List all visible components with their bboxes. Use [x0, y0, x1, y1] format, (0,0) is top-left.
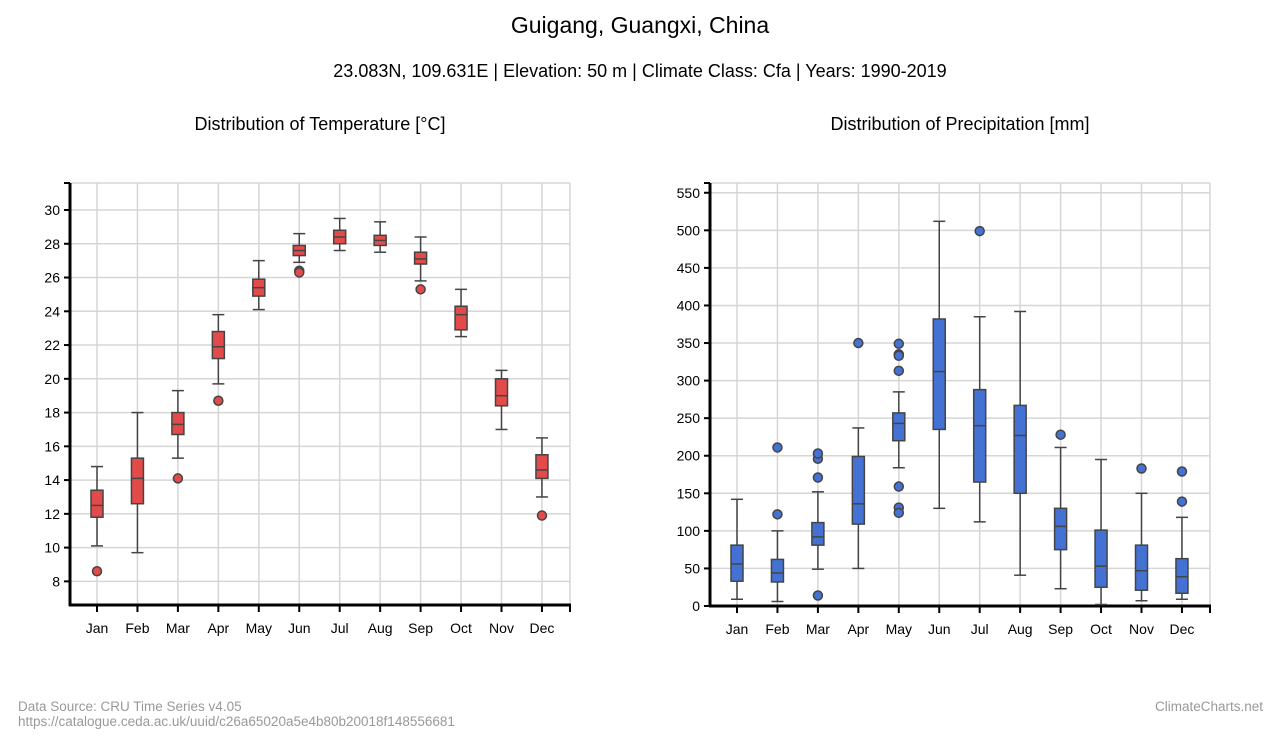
box-jun — [932, 318, 946, 431]
x-tick-label: Jul — [971, 621, 989, 637]
x-tick-label: Jan — [86, 620, 109, 636]
chart-subtitle: 23.083N, 109.631E | Elevation: 50 m | Cl… — [333, 61, 947, 81]
y-tick-label: 14 — [44, 472, 60, 488]
outlier-point — [415, 284, 426, 295]
box-dec — [535, 454, 549, 480]
data-source-url[interactable]: https://catalogue.ceda.ac.uk/uuid/c26a65… — [18, 714, 455, 729]
y-tick-label: 200 — [677, 448, 701, 464]
y-tick-label: 28 — [44, 236, 60, 252]
y-tick-label: 400 — [677, 297, 701, 313]
x-tick-label: Mar — [166, 620, 190, 636]
outlier-point — [91, 565, 103, 577]
x-tick-label: Oct — [450, 620, 472, 636]
outlier-point — [893, 481, 905, 492]
x-tick-label: Apr — [207, 620, 229, 636]
outlier-point — [893, 365, 905, 377]
box-nov — [1134, 544, 1149, 591]
y-tick-label: 250 — [677, 410, 701, 426]
box-sep — [413, 251, 428, 265]
x-tick-label: Nov — [1129, 621, 1154, 637]
outlier-point — [1176, 496, 1188, 507]
x-tick-label: Dec — [1169, 621, 1194, 637]
box-oct — [454, 305, 468, 331]
box-nov — [494, 378, 509, 407]
outlier-point — [294, 267, 305, 278]
box-may — [892, 412, 906, 442]
brand-link[interactable]: ClimateCharts.net — [1154, 699, 1263, 714]
box-aug — [1013, 404, 1027, 495]
box-oct — [1094, 529, 1108, 588]
x-tick-label: Jun — [288, 620, 311, 636]
outlier-point — [1055, 429, 1066, 440]
box-apr — [851, 455, 866, 525]
x-tick-label: Sep — [408, 620, 433, 636]
x-tick-label: Apr — [847, 621, 869, 637]
box-feb — [130, 457, 145, 505]
box-mar — [171, 411, 185, 436]
x-tick-label: Sep — [1048, 621, 1073, 637]
x-tick-label: Mar — [806, 621, 830, 637]
y-tick-label: 100 — [677, 523, 701, 539]
y-tick-label: 150 — [677, 485, 701, 501]
box-jan — [90, 489, 104, 518]
y-tick-label: 350 — [677, 335, 701, 351]
x-tick-label: Aug — [368, 620, 393, 636]
outlier-point — [772, 509, 783, 520]
x-tick-label: Jun — [928, 621, 951, 637]
x-tick-label: Jul — [331, 620, 349, 636]
y-tick-label: 550 — [677, 185, 701, 201]
outlier-point — [1176, 466, 1188, 477]
y-tick-label: 450 — [677, 260, 701, 276]
outlier-point — [172, 473, 184, 484]
box-dec — [1175, 557, 1189, 594]
outlier-point — [812, 448, 824, 459]
outlier-point — [893, 338, 905, 350]
precipitation-chart-title: Distribution of Precipitation [mm] — [830, 114, 1090, 134]
outlier-point — [893, 350, 905, 362]
outlier-point — [1136, 463, 1147, 474]
y-tick-label: 16 — [44, 438, 60, 454]
data-source: Data Source: CRU Time Series v4.05 — [18, 699, 242, 714]
x-tick-label: May — [246, 620, 272, 636]
outlier-point — [213, 395, 224, 407]
y-tick-label: 24 — [44, 303, 60, 319]
y-tick-label: 12 — [44, 506, 60, 522]
x-tick-label: Feb — [765, 621, 789, 637]
outlier-point — [853, 337, 864, 349]
x-tick-label: Oct — [1090, 621, 1112, 637]
x-tick-label: Feb — [125, 620, 149, 636]
y-tick-label: 18 — [44, 405, 60, 421]
x-tick-label: May — [886, 621, 912, 637]
box-feb — [770, 558, 785, 583]
temperature-chart-title: Distribution of Temperature [°C] — [194, 114, 446, 134]
x-tick-label: Nov — [489, 620, 514, 636]
outlier-point — [812, 590, 824, 601]
y-tick-label: 20 — [44, 371, 60, 387]
box-jul — [972, 388, 987, 483]
y-tick-label: 26 — [44, 270, 60, 286]
box-sep — [1053, 507, 1068, 551]
y-tick-label: 22 — [44, 337, 60, 353]
box-apr — [211, 330, 226, 360]
x-tick-label: Dec — [529, 620, 554, 636]
box-mar — [811, 521, 825, 546]
y-tick-label: 300 — [677, 373, 701, 389]
y-tick-label: 8 — [52, 573, 60, 589]
y-tick-label: 500 — [677, 222, 701, 238]
outlier-point — [772, 442, 783, 453]
outlier-point — [893, 507, 905, 519]
x-tick-label: Aug — [1008, 621, 1033, 637]
x-tick-label: Jan — [726, 621, 749, 637]
outlier-point — [812, 472, 824, 483]
y-tick-label: 10 — [44, 540, 60, 556]
box-jan — [730, 544, 744, 582]
outlier-point — [974, 225, 985, 237]
y-tick-label: 50 — [684, 560, 700, 576]
chart-title: Guigang, Guangxi, China — [510, 12, 770, 38]
y-tick-label: 30 — [44, 202, 60, 218]
y-tick-label: 0 — [692, 598, 700, 614]
outlier-point — [536, 510, 548, 521]
